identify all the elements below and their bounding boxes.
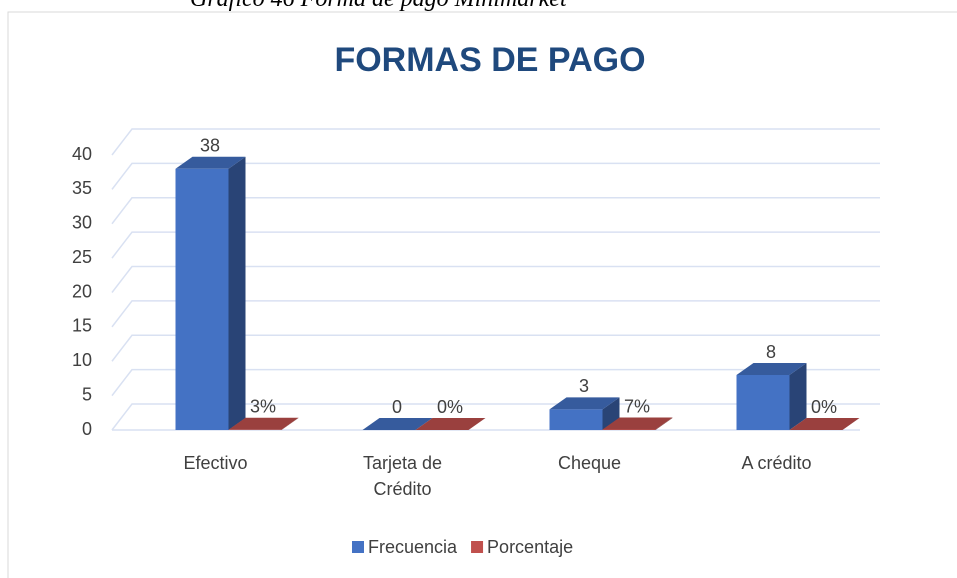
grid-line (111, 265, 880, 293)
grid-line (111, 162, 880, 190)
y-tick-label: 40 (72, 144, 92, 164)
data-label: 7% (624, 396, 650, 416)
bar (175, 168, 229, 430)
x-tick-label: Cheque (557, 453, 622, 473)
y-tick-label: 35 (72, 178, 92, 198)
data-label: 0 (392, 397, 402, 417)
bar-top (228, 417, 299, 430)
bar-side (228, 156, 246, 430)
y-tick-label: 30 (72, 213, 92, 233)
grid-line (111, 334, 880, 362)
legend-label: Frecuencia (368, 537, 458, 557)
chart-title: FORMAS DE PAGO (334, 41, 645, 79)
y-tick-label: 15 (72, 316, 92, 336)
data-label: 3% (250, 397, 276, 417)
y-tick-label: 0 (82, 419, 92, 439)
grid-line (111, 403, 880, 431)
grid-line (111, 368, 880, 397)
grid-line (111, 231, 880, 259)
y-tick-label: 20 (72, 281, 92, 301)
data-label: 3 (579, 376, 589, 396)
bar-top (415, 418, 486, 430)
chart-frame (7, 11, 957, 578)
grid-line (111, 197, 880, 225)
y-tick-label: 5 (82, 384, 92, 404)
caption: Gráfico 46 Forma de pago Minimarket (190, 0, 567, 13)
y-tick-label: 25 (72, 247, 92, 267)
bar-side (602, 397, 620, 430)
bar-top (602, 417, 673, 430)
data-label: 0% (437, 397, 463, 417)
bar-top (549, 397, 620, 410)
legend-swatch (352, 541, 364, 553)
grid-line (111, 128, 880, 156)
bar-top (789, 418, 860, 430)
data-label: 8 (766, 342, 776, 362)
y-tick-label: 10 (72, 350, 92, 370)
data-label: 38 (200, 136, 220, 156)
bar-top (736, 363, 807, 375)
x-tick-label: Tarjeta de Crédito (362, 453, 443, 499)
bar (736, 375, 790, 430)
bar-top (362, 418, 433, 430)
bar-side (789, 363, 807, 430)
legend-swatch (471, 541, 484, 553)
bar-side (655, 417, 673, 430)
grid-line (111, 300, 880, 328)
x-tick-label: A crédito (741, 453, 812, 473)
data-label: 0% (811, 397, 837, 417)
bar-side (281, 417, 299, 430)
bar-top (175, 156, 246, 169)
x-tick-label: Efectivo (183, 453, 248, 473)
legend-label: Porcentaje (487, 537, 573, 557)
bar (549, 409, 603, 430)
